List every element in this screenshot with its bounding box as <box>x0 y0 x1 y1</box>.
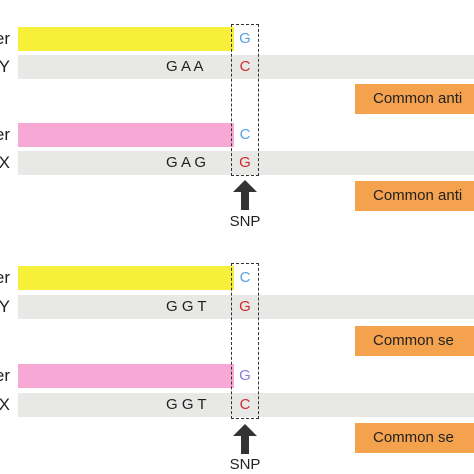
common-primer-box: Common se <box>355 423 474 453</box>
row-label-primer-1: er <box>0 268 10 287</box>
common-primer-box: Common anti <box>355 84 474 114</box>
row-label-template-y: Y <box>0 57 10 76</box>
template-sequence: G A G <box>166 154 207 171</box>
snp-base: G <box>239 30 251 47</box>
template-bar <box>18 55 474 79</box>
row-label-template-x: X <box>0 395 10 414</box>
snp-base: C <box>239 396 251 413</box>
allele-primer-bar-yellow <box>18 27 234 51</box>
template-bar <box>18 151 474 175</box>
up-arrow-icon <box>233 424 257 454</box>
template-sequence: G G T <box>166 298 207 315</box>
snp-label: SNP <box>229 456 261 473</box>
snp-column-box <box>231 24 259 176</box>
snp-base: G <box>239 298 251 315</box>
row-label-template-y: Y <box>0 297 10 316</box>
common-primer-box: Common anti <box>355 181 474 211</box>
row-label-primer-1: er <box>0 29 10 48</box>
snp-base: G <box>239 154 251 171</box>
snp-base: C <box>239 269 251 286</box>
row-label-primer-2: er <box>0 125 10 144</box>
snp-column-box <box>231 263 259 419</box>
template-sequence: G A A <box>166 58 204 75</box>
template-bar <box>18 295 474 319</box>
up-arrow-icon <box>233 180 257 210</box>
snp-base: C <box>239 58 251 75</box>
snp-label: SNP <box>229 213 261 230</box>
allele-primer-bar-yellow <box>18 266 234 290</box>
row-label-primer-2: er <box>0 366 10 385</box>
allele-primer-bar-pink <box>18 123 234 147</box>
template-sequence: G G T <box>166 396 207 413</box>
snp-base: G <box>239 367 251 384</box>
allele-primer-bar-pink <box>18 364 234 388</box>
template-bar <box>18 393 474 417</box>
row-label-template-x: X <box>0 153 10 172</box>
common-primer-box: Common se <box>355 326 474 356</box>
snp-base: C <box>239 126 251 143</box>
